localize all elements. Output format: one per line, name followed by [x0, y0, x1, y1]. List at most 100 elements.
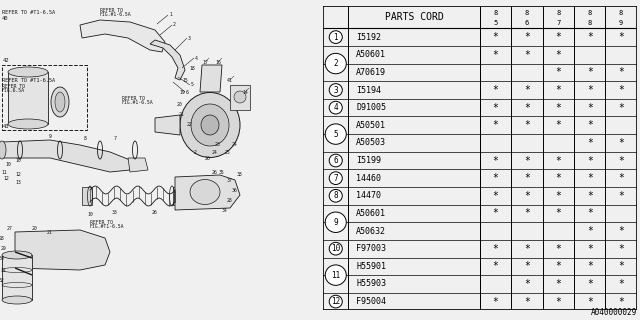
Text: F97003: F97003 [356, 244, 386, 253]
Text: *: * [587, 120, 593, 130]
Text: 8: 8 [493, 11, 498, 16]
Ellipse shape [2, 296, 32, 304]
Text: *: * [556, 297, 561, 307]
Text: *: * [524, 279, 530, 289]
Text: *: * [556, 85, 561, 95]
Text: 36: 36 [232, 188, 238, 193]
Text: I5199: I5199 [356, 156, 381, 165]
Text: 26: 26 [212, 170, 218, 174]
Text: *: * [618, 279, 624, 289]
Text: *: * [493, 103, 499, 113]
Ellipse shape [180, 92, 240, 157]
Text: 7: 7 [556, 20, 561, 26]
Text: *: * [587, 32, 593, 42]
Text: 41: 41 [227, 77, 233, 83]
Text: A70619: A70619 [356, 68, 386, 77]
Text: 4: 4 [195, 55, 198, 60]
Circle shape [329, 242, 342, 255]
Text: *: * [524, 156, 530, 165]
Text: *: * [618, 68, 624, 77]
Text: 7: 7 [333, 174, 338, 183]
Text: *: * [556, 279, 561, 289]
Text: *: * [618, 156, 624, 165]
Text: *: * [618, 103, 624, 113]
Text: *: * [587, 68, 593, 77]
Text: *: * [524, 173, 530, 183]
Text: *: * [524, 297, 530, 307]
Text: *: * [618, 173, 624, 183]
Text: 10: 10 [87, 212, 93, 218]
Text: *: * [556, 50, 561, 60]
Text: 17: 17 [202, 60, 208, 65]
Text: 5: 5 [333, 130, 338, 139]
Text: 23: 23 [215, 142, 221, 148]
Text: *: * [493, 297, 499, 307]
Text: *: * [587, 226, 593, 236]
Text: 2: 2 [193, 149, 196, 155]
Polygon shape [82, 187, 92, 205]
Text: 7: 7 [113, 135, 116, 140]
Text: *: * [587, 244, 593, 254]
Text: 10: 10 [15, 157, 21, 163]
Text: A50501: A50501 [356, 121, 386, 130]
Text: REFER TO: REFER TO [2, 84, 25, 89]
Bar [230, 85, 250, 110]
Text: 5: 5 [493, 20, 498, 26]
Text: *: * [524, 208, 530, 219]
Text: A50601: A50601 [356, 50, 386, 59]
Ellipse shape [201, 115, 219, 135]
Text: *: * [493, 208, 499, 219]
Circle shape [329, 154, 342, 167]
Text: F95004: F95004 [356, 297, 386, 306]
Text: 14: 14 [242, 90, 248, 94]
Text: 32: 32 [0, 277, 5, 283]
Circle shape [325, 265, 346, 285]
Text: *: * [493, 173, 499, 183]
Text: H55903: H55903 [356, 279, 386, 288]
Text: 37: 37 [227, 178, 233, 182]
Text: *: * [618, 261, 624, 271]
Text: 5: 5 [191, 83, 194, 87]
Text: *: * [556, 261, 561, 271]
Text: 34: 34 [222, 207, 228, 212]
Text: 6: 6 [525, 20, 529, 26]
Text: 20: 20 [32, 226, 38, 230]
Text: 8: 8 [619, 11, 623, 16]
Text: *: * [618, 297, 624, 307]
Text: FIG.#1-6.5A: FIG.#1-6.5A [122, 100, 154, 106]
Text: *: * [493, 50, 499, 60]
Ellipse shape [190, 180, 220, 204]
Text: 20: 20 [177, 102, 183, 108]
Ellipse shape [8, 119, 48, 129]
Text: 28: 28 [227, 197, 233, 203]
Text: 38: 38 [237, 172, 243, 178]
Circle shape [329, 189, 342, 202]
Polygon shape [173, 187, 183, 205]
Text: REFER TO #T1-6.5A: REFER TO #T1-6.5A [2, 77, 55, 83]
Text: 31: 31 [1, 268, 7, 273]
Text: *: * [556, 156, 561, 165]
Text: *: * [587, 208, 593, 219]
Text: 2: 2 [333, 59, 338, 68]
Text: 27: 27 [7, 226, 13, 230]
Circle shape [325, 53, 346, 74]
Text: 4: 4 [333, 103, 338, 112]
Text: *: * [618, 32, 624, 42]
Text: H55901: H55901 [356, 262, 386, 271]
Text: A50503: A50503 [356, 138, 386, 148]
Text: REFER TO: REFER TO [100, 7, 123, 12]
Text: 24: 24 [212, 149, 218, 155]
Text: 13: 13 [15, 180, 21, 185]
Ellipse shape [191, 104, 229, 146]
Text: 16: 16 [215, 60, 221, 65]
Text: *: * [556, 244, 561, 254]
Text: 8: 8 [525, 11, 529, 16]
Text: A50601: A50601 [356, 209, 386, 218]
Text: *: * [587, 279, 593, 289]
Text: *: * [524, 85, 530, 95]
Text: *: * [587, 173, 593, 183]
Circle shape [329, 84, 342, 96]
Ellipse shape [0, 141, 6, 159]
Text: *: * [524, 103, 530, 113]
Text: *: * [587, 156, 593, 165]
